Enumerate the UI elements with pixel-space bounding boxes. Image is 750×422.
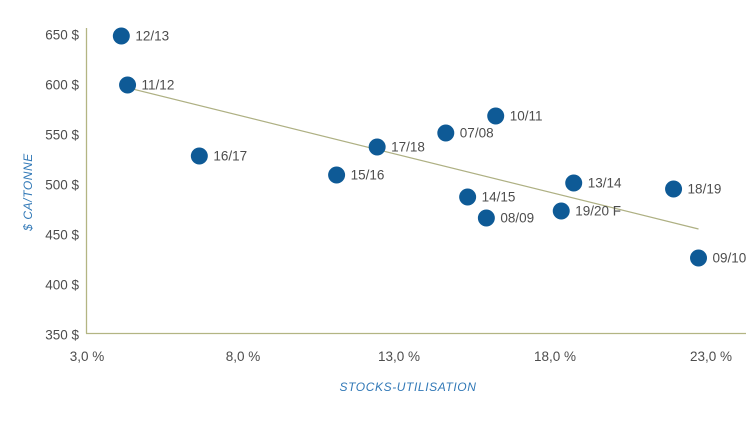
x-axis-title: STOCKS-UTILISATION bbox=[339, 380, 476, 394]
tick-labels-group: 350 $ 400 $ 450 $ 500 $ 550 $ 600 $ 650 $ 3,0 %… bbox=[45, 28, 732, 365]
data-point-label: 07/08 bbox=[460, 126, 494, 141]
data-point-marker bbox=[487, 107, 505, 125]
data-point-marker bbox=[552, 202, 570, 220]
data-point-label: 19/20 F bbox=[575, 204, 621, 219]
x-tick-label: 3,0 % bbox=[70, 349, 105, 364]
axes bbox=[85, 28, 746, 335]
y-tick-label: 450 $ bbox=[45, 228, 79, 243]
data-point-marker bbox=[437, 124, 455, 142]
y-tick-label: 350 $ bbox=[45, 328, 79, 343]
x-tick-label: 13,0 % bbox=[378, 349, 420, 364]
data-point-marker bbox=[328, 166, 346, 184]
data-point-marker bbox=[368, 138, 386, 156]
data-point-label: 17/18 bbox=[391, 140, 425, 155]
data-point-label: 11/12 bbox=[142, 78, 175, 93]
data-point-label: 12/13 bbox=[135, 29, 169, 44]
data-point-marker bbox=[119, 76, 137, 94]
data-point-label: 13/14 bbox=[588, 176, 622, 191]
data-points-group: 12/13 11/12 16/17 15/16 17/18 07/08 10/11 14/15… bbox=[112, 27, 747, 267]
data-point-label: 09/10 bbox=[713, 251, 747, 266]
data-point-label: 14/15 bbox=[482, 190, 516, 205]
data-point-marker bbox=[690, 249, 708, 267]
y-axis-title: $ CA/TONNE bbox=[21, 153, 35, 232]
y-tick-label: 650 $ bbox=[45, 28, 79, 43]
data-point-label: 10/11 bbox=[510, 109, 543, 124]
y-tick-label: 500 $ bbox=[45, 178, 79, 193]
x-tick-label: 23,0 % bbox=[690, 349, 732, 364]
y-tick-label: 400 $ bbox=[45, 278, 79, 293]
data-point-label: 15/16 bbox=[351, 168, 385, 183]
data-point-marker bbox=[477, 209, 495, 227]
data-point-label: 16/17 bbox=[213, 149, 247, 164]
data-point-marker bbox=[112, 27, 130, 45]
y-tick-label: 550 $ bbox=[45, 128, 79, 143]
data-point-marker bbox=[665, 180, 683, 198]
x-tick-label: 18,0 % bbox=[534, 349, 576, 364]
data-point-marker bbox=[565, 174, 583, 192]
data-point-marker bbox=[190, 147, 208, 165]
x-tick-label: 8,0 % bbox=[226, 349, 261, 364]
data-point-marker bbox=[459, 188, 477, 206]
data-point-label: 08/09 bbox=[500, 211, 534, 226]
y-tick-label: 600 $ bbox=[45, 78, 79, 93]
trend-line-group bbox=[124, 86, 699, 230]
trend-line bbox=[124, 86, 699, 230]
data-point-label: 18/19 bbox=[688, 182, 722, 197]
